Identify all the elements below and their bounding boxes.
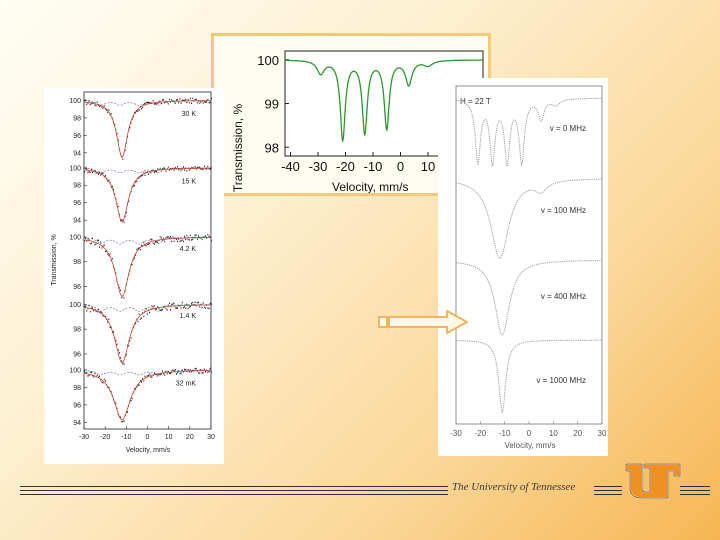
left-y-tick-label: 100 (69, 165, 81, 172)
footer-rule-left-2 (20, 490, 448, 491)
left-x-tick-label: 0 (146, 434, 150, 441)
left-y-tick-label: 94 (73, 150, 81, 157)
left-data-points (84, 165, 212, 223)
left-fit-line (83, 304, 211, 364)
right-chart: H = 22 T v = 0 MHz v = 100 MHz v = 400 MHz v… (450, 85, 607, 450)
right-series-label: H = 22 T (460, 97, 491, 106)
left-y-tick-label: 100 (69, 234, 81, 241)
top-x-axis-label: Velocity, mm/s (332, 180, 408, 193)
top-x-tick-label: -10 (364, 159, 383, 174)
left-y-tick-label: 96 (73, 284, 81, 291)
left-y-tick-label: 96 (73, 351, 81, 358)
right-x-tick-label: -30 (450, 429, 462, 438)
footer-rule-left-3 (20, 494, 448, 495)
right-x-tick-label: 10 (549, 429, 558, 438)
footer-rule-mid-1 (594, 486, 622, 487)
right-x-tick-label: -20 (475, 429, 487, 438)
top-x-tick-label: -20 (336, 159, 355, 174)
right-x-tick-label: -10 (499, 429, 511, 438)
left-x-tick-label: -10 (121, 434, 131, 441)
left-y-tick-label: 94 (73, 218, 81, 225)
right-spectrum-line (455, 178, 603, 259)
left-series-label: 1.4 K (180, 313, 197, 320)
left-y-tick-label: 100 (69, 302, 81, 309)
right-series-group: H = 22 T v = 0 MHz v = 100 MHz v = 400 MHz v… (450, 97, 607, 438)
right-x-tick-label: 0 (527, 429, 532, 438)
right-chart-panel: H = 22 T v = 0 MHz v = 100 MHz v = 400 MHz v… (438, 78, 608, 456)
left-series-label: 15 K (182, 178, 197, 185)
left-y-tick-label: 96 (73, 133, 81, 140)
right-plot-frame (455, 85, 603, 425)
left-fit-line (83, 370, 211, 421)
left-subspectrum-line (83, 167, 211, 174)
left-series-label: 4.2 K (180, 246, 197, 253)
right-series-label: v = 100 MHz (541, 206, 586, 215)
top-x-tick-label: -30 (309, 159, 328, 174)
top-y-tick-label: 100 (257, 53, 279, 68)
footer-university-name: The University of Tennessee (452, 481, 576, 493)
top-y-ticks: 98 99 100 (257, 53, 289, 155)
top-x-tick-label: 0 (397, 159, 404, 174)
footer-rule-mid-2 (594, 490, 622, 491)
top-y-tick-label: 98 (265, 140, 279, 155)
left-x-tick-label: 10 (165, 434, 173, 441)
footer-rule-right-3 (680, 494, 710, 495)
arrow-icon (378, 310, 468, 334)
left-y-tick-label: 100 (69, 367, 81, 374)
right-x-tick-label: 30 (598, 429, 607, 438)
left-y-tick-label: 98 (73, 115, 81, 122)
left-fit-line (84, 167, 211, 223)
left-y-axis-label: Transmission, % (51, 234, 58, 285)
left-y-tick-label: 98 (73, 385, 81, 392)
left-data-points (84, 97, 212, 160)
right-series-label: v = 1000 MHz (536, 376, 586, 385)
left-x-tick-label: -30 (79, 434, 89, 441)
left-x-tick-label: -20 (100, 434, 110, 441)
right-spectrum-line (455, 260, 602, 336)
footer-rule-left-1 (20, 486, 448, 487)
left-y-tick-label: 100 (69, 98, 81, 105)
footer-rule-right-2 (680, 490, 710, 491)
ut-logo (625, 463, 681, 499)
top-y-axis-label: Transmission, % (231, 104, 245, 193)
right-series-label: v = 0 MHz (550, 124, 586, 133)
left-y-tick-label: 98 (73, 259, 81, 266)
left-x-tick-label: 20 (186, 434, 194, 441)
left-fit-line (83, 100, 211, 158)
left-x-tick-label: 30 (207, 434, 215, 441)
right-x-tick-label: 20 (573, 429, 582, 438)
right-x-axis-label: Velocity, mm/s (505, 441, 556, 450)
left-series-label: 30 K (182, 111, 197, 118)
left-subspectrum-line (83, 369, 211, 376)
left-plot-frame (83, 91, 212, 430)
left-y-tick-label: 96 (73, 402, 81, 409)
left-data-points (84, 301, 212, 365)
footer-rule-right-1 (680, 486, 710, 487)
right-spectrum-line (456, 339, 602, 414)
left-y-tick-label: 94 (73, 420, 81, 427)
left-data-points (84, 233, 212, 299)
left-y-tick-label: 98 (73, 327, 81, 334)
right-series-label: v = 400 MHz (541, 292, 586, 301)
top-x-tick-label: -40 (281, 159, 300, 174)
left-chart-panel: 94 96 98 100 30 K 94 96 98 100 15 K 96 98 100 4.2 K 96… (44, 88, 224, 464)
footer-rule-mid-3 (594, 494, 622, 495)
right-spectrum-line (455, 97, 602, 169)
top-x-tick-label: 10 (421, 159, 435, 174)
left-series-label: 32 mK (176, 381, 197, 388)
left-x-axis-label: Velocity, mm/s (126, 447, 171, 454)
left-y-tick-label: 98 (73, 183, 81, 190)
top-y-tick-label: 99 (265, 97, 279, 112)
left-y-tick-label: 96 (73, 200, 81, 207)
left-fit-line (83, 237, 211, 297)
top-spectrum-line (285, 59, 483, 143)
